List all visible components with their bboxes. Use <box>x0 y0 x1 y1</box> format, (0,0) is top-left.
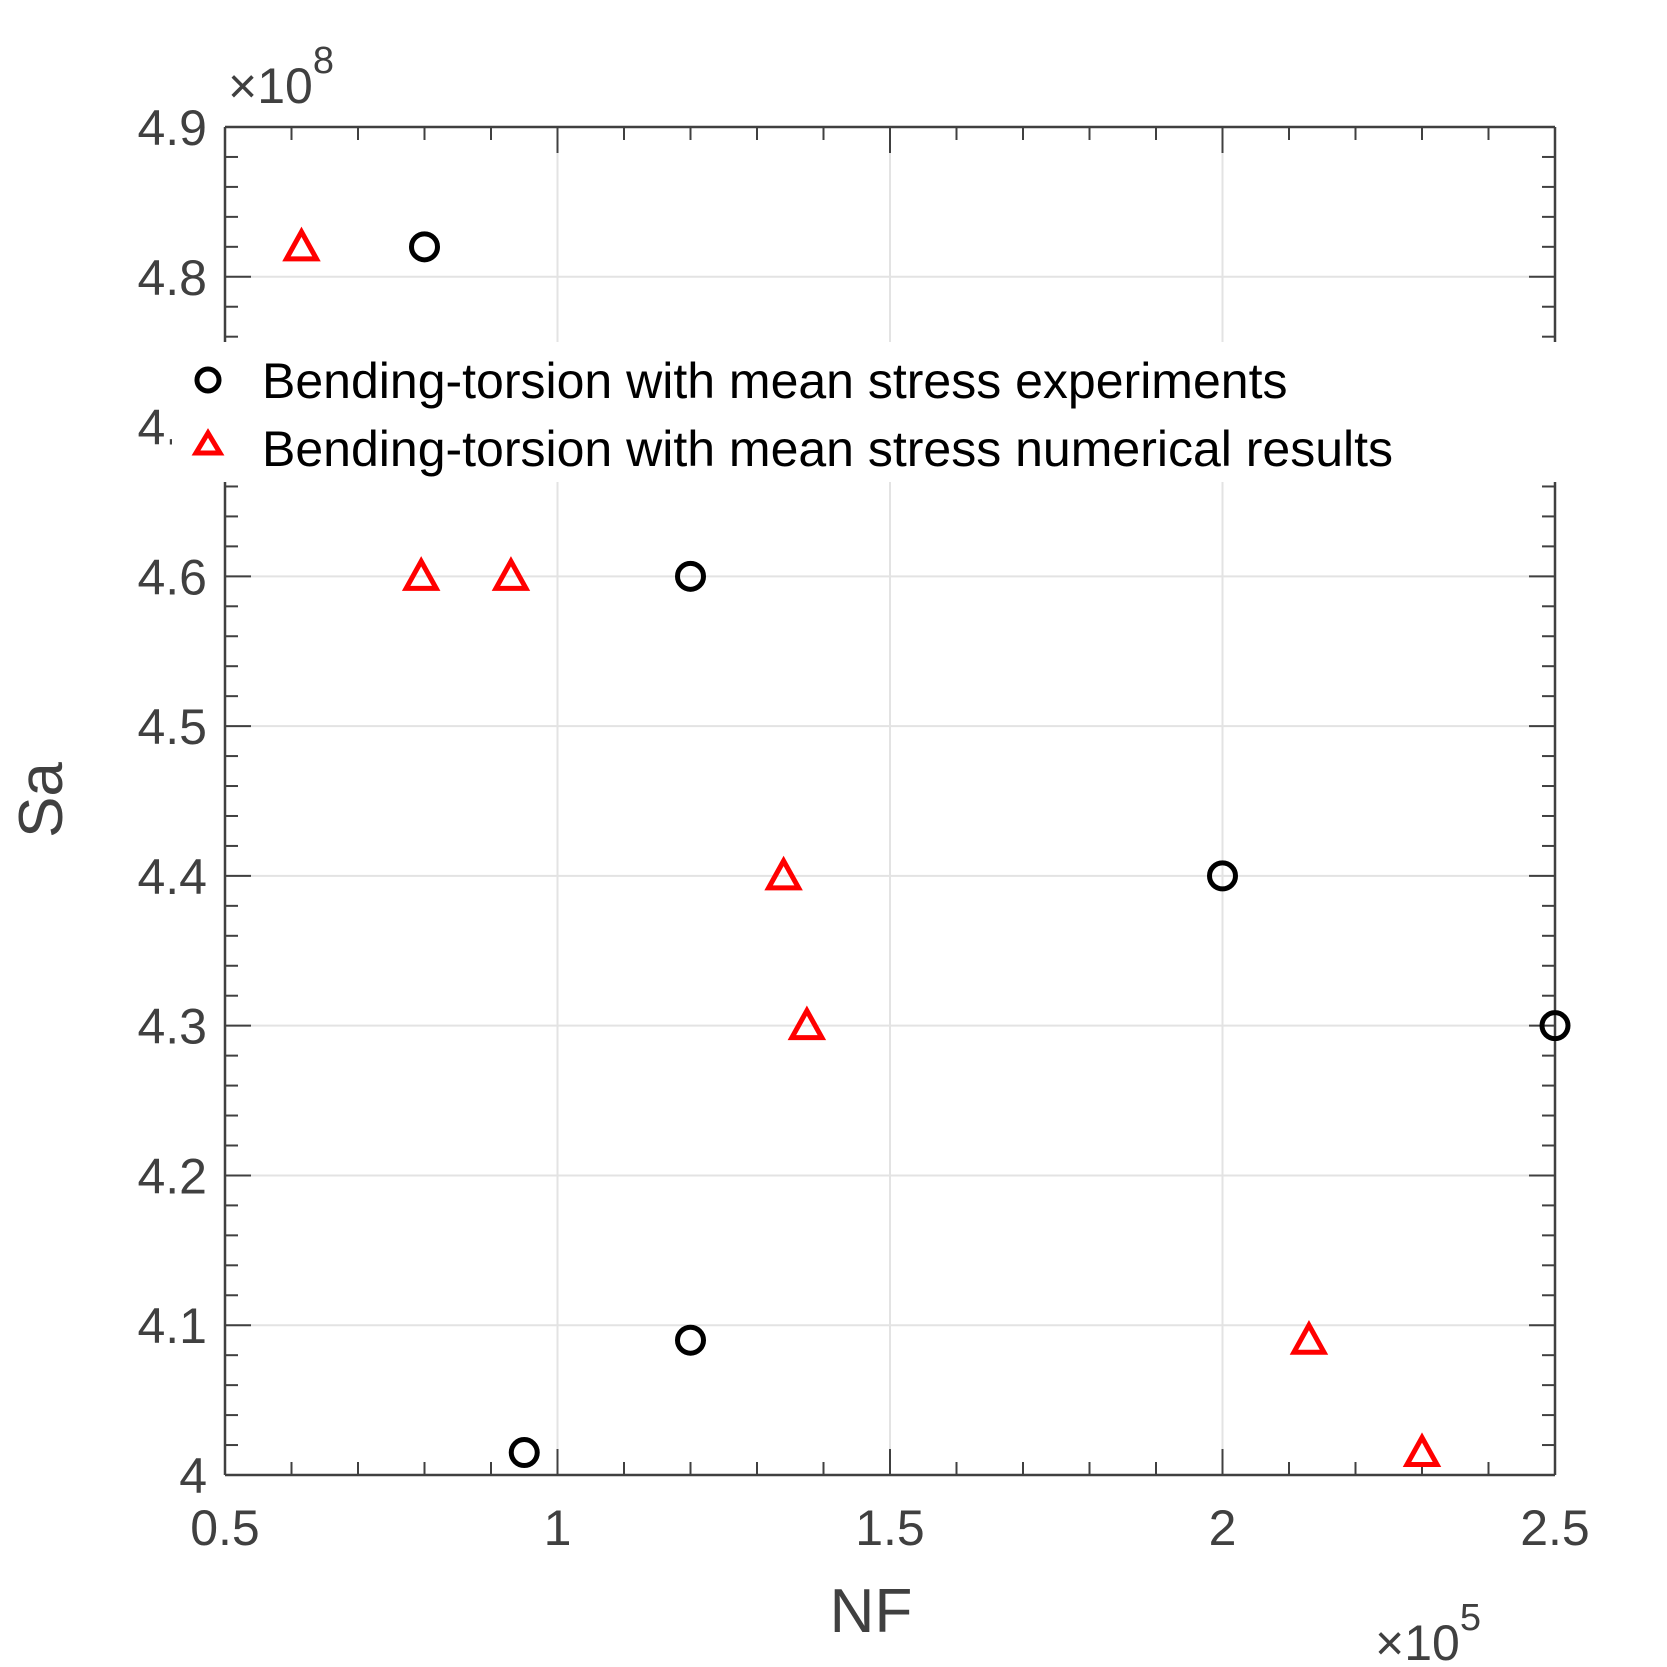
legend-box <box>172 342 1612 482</box>
data-points <box>282 226 1571 1469</box>
numerical-point <box>1402 1432 1442 1468</box>
experiment-point <box>508 1437 540 1469</box>
experiment-point <box>675 1324 706 1356</box>
x-tick-label: 2.5 <box>1520 1500 1590 1556</box>
y-tick-label: 4.8 <box>137 250 207 306</box>
experiment-point <box>675 560 706 592</box>
tick-labels: 0.511.522.544.14.24.34.44.54.64.74.84.9 <box>137 100 1589 1556</box>
x-exponent-base: ×10 <box>1375 1615 1460 1667</box>
x-axis-label: NF <box>830 1577 913 1646</box>
x-exponent-power: 5 <box>1460 1597 1481 1639</box>
y-tick-label: 4.9 <box>137 100 207 156</box>
legend-entry-experiments: Bending-torsion with mean stress experim… <box>262 353 1287 409</box>
y-tick-label: 4.3 <box>137 999 207 1055</box>
numerical-point <box>401 556 441 591</box>
numerical-point <box>787 1005 827 1041</box>
experiment-point <box>1207 860 1238 892</box>
legend-marker-experiments <box>194 366 222 394</box>
y-tick-label: 4.1 <box>137 1298 207 1354</box>
y-tick-label: 4.2 <box>137 1148 207 1204</box>
legend-marker-numerical <box>191 428 225 456</box>
y-tick-label: 4 <box>179 1448 207 1504</box>
y-tick-label: 4.5 <box>137 699 207 755</box>
x-tick-label: 1.5 <box>855 1500 925 1556</box>
numerical-point <box>282 226 321 262</box>
numerical-point <box>1289 1320 1329 1355</box>
numerical-point <box>491 556 531 591</box>
experiment-point <box>1539 1010 1571 1042</box>
y-axis-label: Sa <box>7 762 76 838</box>
y-tick-label: 4.4 <box>137 849 207 905</box>
y-exponent-power: 8 <box>313 40 334 82</box>
x-exponent-label: ×105 <box>1375 1597 1481 1667</box>
numerical-point <box>764 855 803 891</box>
legend-entry-numerical: Bending-torsion with mean stress numeric… <box>262 421 1393 477</box>
grid-lines <box>224 126 1556 1476</box>
y-tick-label: 4.6 <box>137 549 207 605</box>
y-exponent-base: ×10 <box>228 58 313 114</box>
x-tick-label: 1 <box>544 1500 572 1556</box>
tick-marks <box>224 126 1556 1476</box>
x-tick-label: 2 <box>1209 1500 1237 1556</box>
experiment-point <box>409 231 440 263</box>
x-tick-label: 0.5 <box>190 1500 260 1556</box>
legend: Bending-torsion with mean stress experim… <box>172 342 1612 482</box>
y-exponent-label: ×108 <box>228 40 334 114</box>
